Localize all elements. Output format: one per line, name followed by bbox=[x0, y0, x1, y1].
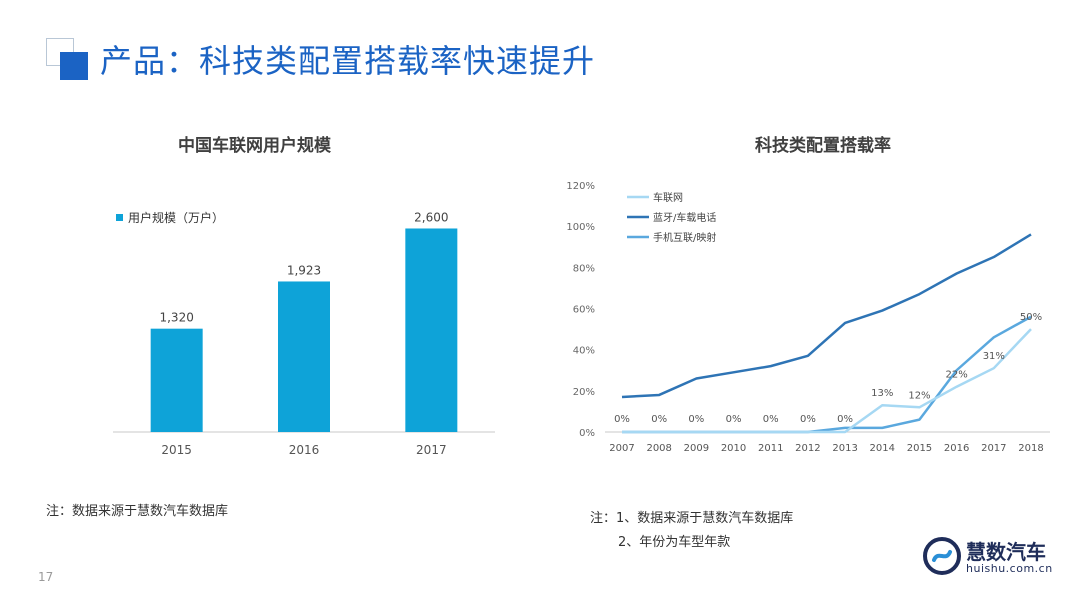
page-title: 产品：科技类配置搭载率快速提升 bbox=[100, 42, 596, 80]
line-x-tick-label: 2011 bbox=[758, 443, 783, 454]
bar-chart-title: 中国车联网用户规模 bbox=[178, 136, 331, 156]
line-x-tick-label: 2017 bbox=[981, 443, 1006, 454]
title-deco-filled-square bbox=[60, 52, 88, 80]
bar bbox=[150, 328, 203, 432]
series-line bbox=[622, 315, 1032, 434]
bar-legend-label: 用户规模（万户） bbox=[128, 210, 224, 225]
line-data-label: 0% bbox=[726, 414, 742, 425]
line-x-tick-label: 2014 bbox=[870, 443, 895, 454]
line-x-tick-label: 2008 bbox=[646, 443, 671, 454]
line-y-tick-label: 80% bbox=[573, 263, 595, 274]
logo-url: huishu.com.cn bbox=[966, 562, 1053, 575]
line-y-tick-label: 100% bbox=[566, 222, 595, 233]
line-data-label: 0% bbox=[614, 414, 630, 425]
line-y-tick-label: 60% bbox=[573, 305, 595, 316]
page-number: 17 bbox=[38, 570, 54, 584]
line-legend-label: 手机互联/映射 bbox=[653, 231, 716, 244]
bar-legend-swatch bbox=[116, 214, 123, 221]
title-decoration bbox=[46, 38, 88, 80]
line-y-tick-label: 0% bbox=[579, 428, 595, 439]
line-data-label: 0% bbox=[688, 414, 704, 425]
logo-icon bbox=[923, 537, 961, 575]
bar-x-tick-label: 2015 bbox=[161, 443, 192, 457]
line-data-label: 22% bbox=[946, 370, 968, 381]
line-data-label: 0% bbox=[837, 414, 853, 425]
line-x-tick-label: 2009 bbox=[684, 443, 709, 454]
line-x-tick-label: 2015 bbox=[907, 443, 932, 454]
company-logo: 慧数汽车 huishu.com.cn bbox=[920, 534, 1060, 582]
line-y-tick-label: 40% bbox=[573, 346, 595, 357]
series-line bbox=[622, 328, 1032, 434]
note-right-line-1: 注：1、数据来源于慧数汽车数据库 bbox=[590, 511, 794, 526]
note-left: 注：数据来源于慧数汽车数据库 bbox=[46, 504, 229, 519]
line-x-tick-label: 2013 bbox=[832, 443, 857, 454]
line-y-tick-label: 20% bbox=[573, 387, 595, 398]
bar bbox=[278, 281, 330, 432]
line-data-label: 0% bbox=[800, 414, 816, 425]
line-legend-label: 蓝牙/车载电话 bbox=[653, 211, 716, 224]
bar bbox=[405, 228, 458, 432]
line-data-label: 31% bbox=[983, 351, 1005, 362]
bar-chart: 用户规模（万户） 1,320 2015 1,923 2016 2,600 2017 bbox=[113, 210, 495, 457]
bar-data-label: 1,923 bbox=[287, 263, 321, 277]
note-right-line-2: 2、年份为车型年款 bbox=[618, 535, 731, 550]
bar-data-label: 1,320 bbox=[159, 311, 193, 325]
line-x-tick-label: 2018 bbox=[1018, 443, 1043, 454]
line-x-tick-label: 2012 bbox=[795, 443, 820, 454]
line-x-tick-label: 2016 bbox=[944, 443, 969, 454]
series-line bbox=[621, 233, 1032, 399]
line-x-tick-label: 2010 bbox=[721, 443, 746, 454]
line-data-label: 0% bbox=[763, 414, 779, 425]
bar-x-tick-label: 2017 bbox=[416, 443, 447, 457]
line-data-label: 50% bbox=[1020, 312, 1042, 323]
line-legend-label: 车联网 bbox=[653, 191, 683, 204]
line-chart-title: 科技类配置搭载率 bbox=[755, 136, 891, 156]
line-chart: 0% 20% 40% 60% 80% 100% 120% 2007 2008 2009 2010 20… bbox=[566, 181, 1050, 454]
line-data-label: 12% bbox=[908, 390, 930, 401]
bar-x-tick-label: 2016 bbox=[289, 443, 320, 457]
bar-data-label: 2,600 bbox=[414, 210, 448, 224]
line-x-tick-label: 2007 bbox=[609, 443, 634, 454]
logo-name: 慧数汽车 bbox=[966, 540, 1046, 564]
line-data-label: 0% bbox=[651, 414, 667, 425]
line-data-label: 13% bbox=[871, 388, 893, 399]
line-y-tick-label: 120% bbox=[566, 181, 595, 192]
